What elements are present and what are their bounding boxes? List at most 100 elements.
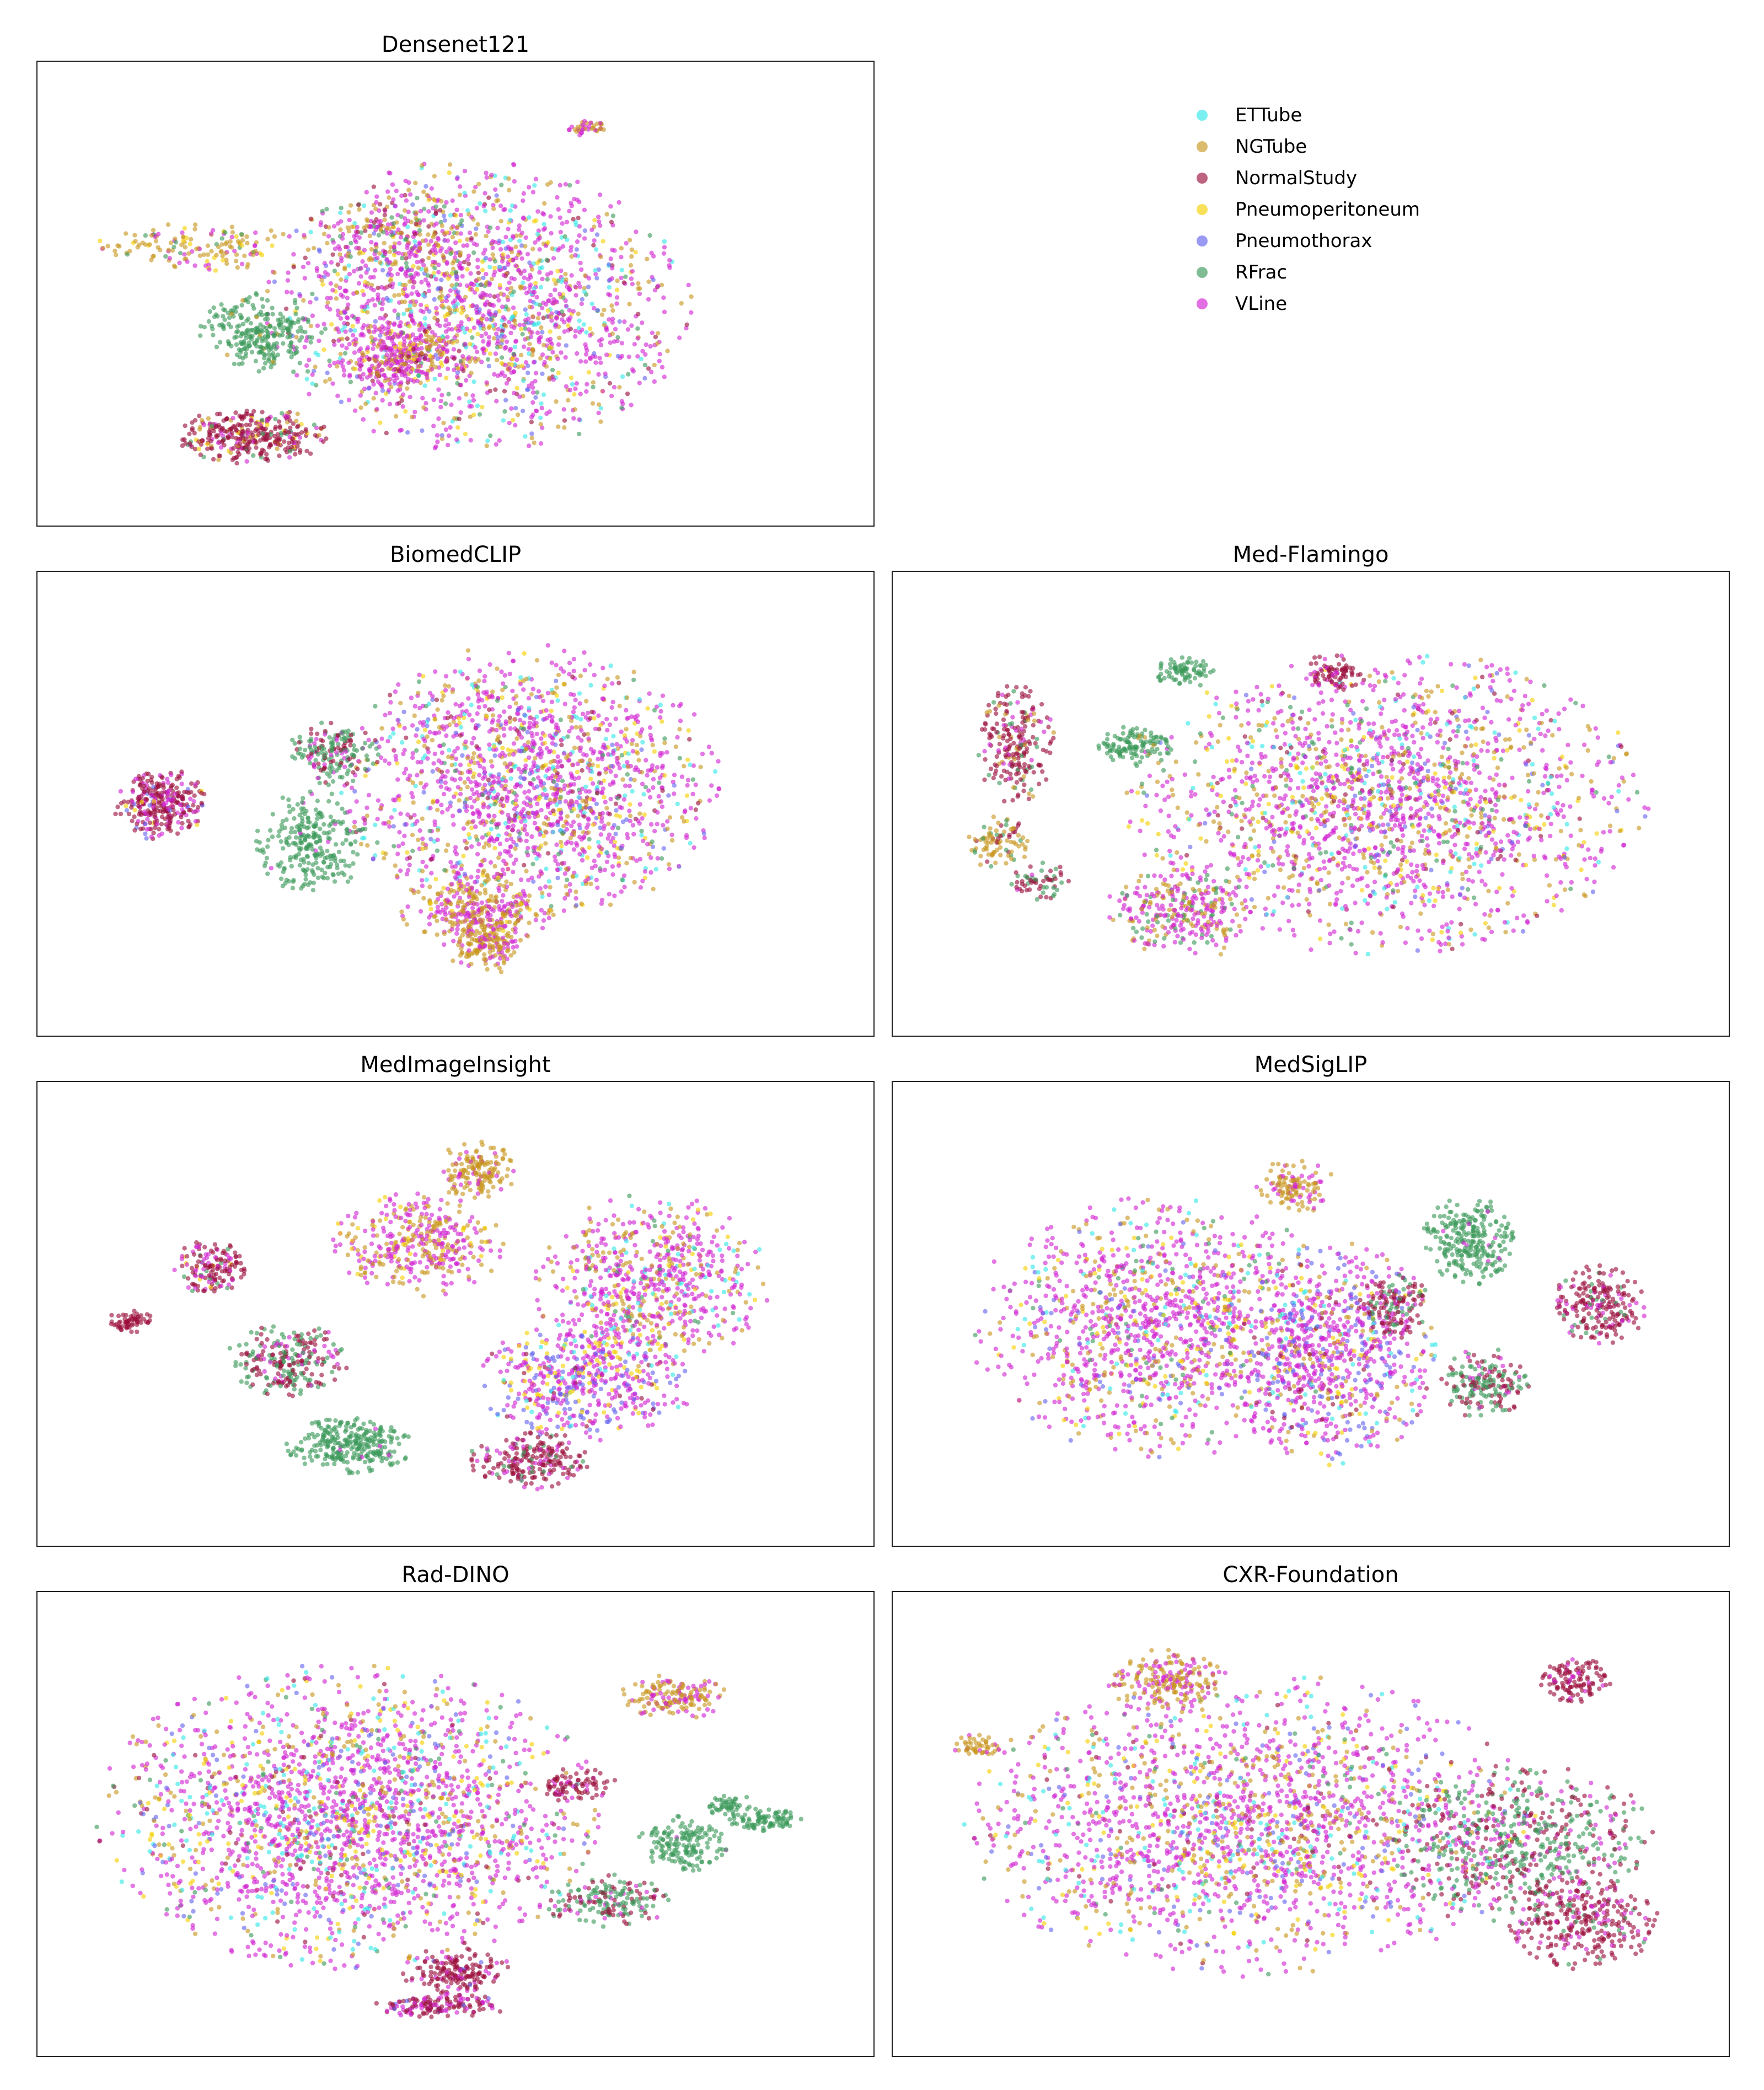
point-vline — [379, 736, 384, 741]
point-rfrac — [619, 405, 624, 410]
point-vline — [469, 805, 474, 810]
point-vline — [606, 854, 611, 859]
point-vline — [489, 312, 494, 317]
legend-label: NGTube — [1235, 136, 1307, 158]
point-vline — [341, 373, 347, 378]
point-ngtube — [455, 224, 460, 229]
point-ngtube — [240, 298, 245, 303]
point-ngtube — [469, 371, 474, 376]
point-normalstudy — [246, 449, 251, 455]
point-pneumothorax — [462, 871, 467, 876]
point-normalstudy — [276, 436, 281, 441]
point-pneumothorax — [453, 730, 458, 736]
point-vline — [514, 894, 519, 899]
point-ngtube — [558, 839, 564, 845]
point-vline — [598, 868, 603, 873]
point-vline — [510, 688, 515, 694]
point-vline — [307, 392, 312, 396]
point-vline — [492, 813, 497, 818]
point-vline — [675, 735, 680, 740]
point-vline — [490, 786, 495, 791]
point-vline — [453, 756, 459, 762]
point-vline — [625, 760, 630, 765]
point-vline — [353, 233, 359, 238]
point-ngtube — [388, 278, 393, 283]
point-ngtube — [518, 352, 524, 358]
point-vline — [622, 885, 627, 889]
point-vline — [714, 793, 720, 798]
point-vline — [491, 303, 496, 308]
point-vline — [690, 791, 695, 797]
point-ngtube — [583, 699, 589, 704]
point-pneumothorax — [555, 875, 560, 881]
point-vline — [497, 714, 502, 719]
point-vline — [424, 306, 430, 312]
point-vline — [486, 335, 492, 340]
point-ngtube — [471, 751, 476, 756]
point-vline — [521, 191, 526, 196]
point-vline — [511, 305, 516, 310]
point-vline — [392, 322, 397, 327]
point-ngtube — [524, 676, 529, 682]
point-pneumothorax — [463, 800, 468, 806]
point-vline — [610, 835, 615, 841]
point-ngtube — [451, 719, 456, 724]
point-vline — [541, 212, 546, 217]
point-ettube — [675, 801, 680, 806]
point-pneumoperitoneum — [492, 744, 497, 749]
point-normalstudy — [264, 452, 269, 457]
point-ngtube — [294, 419, 299, 424]
point-pneumothorax — [488, 317, 493, 322]
point-vline — [379, 367, 384, 372]
point-vline — [387, 401, 393, 406]
point-ngtube — [529, 267, 535, 272]
point-ngtube — [235, 239, 241, 244]
point-vline — [464, 808, 469, 813]
point-vline — [378, 315, 383, 321]
point-normalstudy — [231, 446, 236, 451]
point-rfrac — [296, 329, 301, 334]
point-vline — [432, 669, 438, 674]
point-vline — [545, 272, 550, 277]
point-vline — [563, 355, 568, 360]
point-ngtube — [242, 253, 247, 259]
point-rfrac — [324, 207, 329, 212]
point-vline — [508, 769, 513, 774]
point-rfrac — [285, 326, 290, 331]
point-vline — [412, 409, 417, 415]
point-pneumoperitoneum — [602, 795, 607, 800]
point-vline — [500, 899, 505, 904]
point-vline — [396, 250, 401, 256]
point-ngtube — [201, 252, 206, 258]
point-vline — [445, 442, 451, 448]
point-pneumoperitoneum — [396, 797, 401, 802]
point-pneumothorax — [492, 753, 497, 758]
point-ngtube — [206, 416, 211, 421]
point-vline — [439, 750, 445, 755]
point-vline — [651, 785, 656, 790]
point-pneumothorax — [323, 263, 329, 269]
point-ngtube — [650, 742, 655, 748]
point-vline — [498, 372, 503, 377]
point-vline — [608, 769, 613, 774]
point-vline — [574, 800, 579, 805]
point-vline — [415, 759, 420, 765]
point-vline — [456, 323, 461, 329]
point-vline — [573, 334, 578, 339]
point-ettube — [410, 822, 415, 828]
point-ngtube — [149, 233, 154, 238]
point-vline — [410, 318, 415, 324]
point-rfrac — [265, 312, 270, 317]
point-vline — [475, 875, 480, 880]
point-vline — [661, 823, 666, 828]
point-vline — [339, 259, 344, 264]
point-vline — [287, 234, 292, 239]
point-ngtube — [398, 384, 403, 389]
point-ettube — [455, 301, 460, 307]
point-rfrac — [690, 777, 696, 782]
point-vline — [551, 792, 556, 797]
point-vline — [600, 389, 605, 394]
point-vline — [323, 270, 328, 275]
point-vline — [361, 292, 366, 297]
point-ngtube — [679, 815, 685, 820]
